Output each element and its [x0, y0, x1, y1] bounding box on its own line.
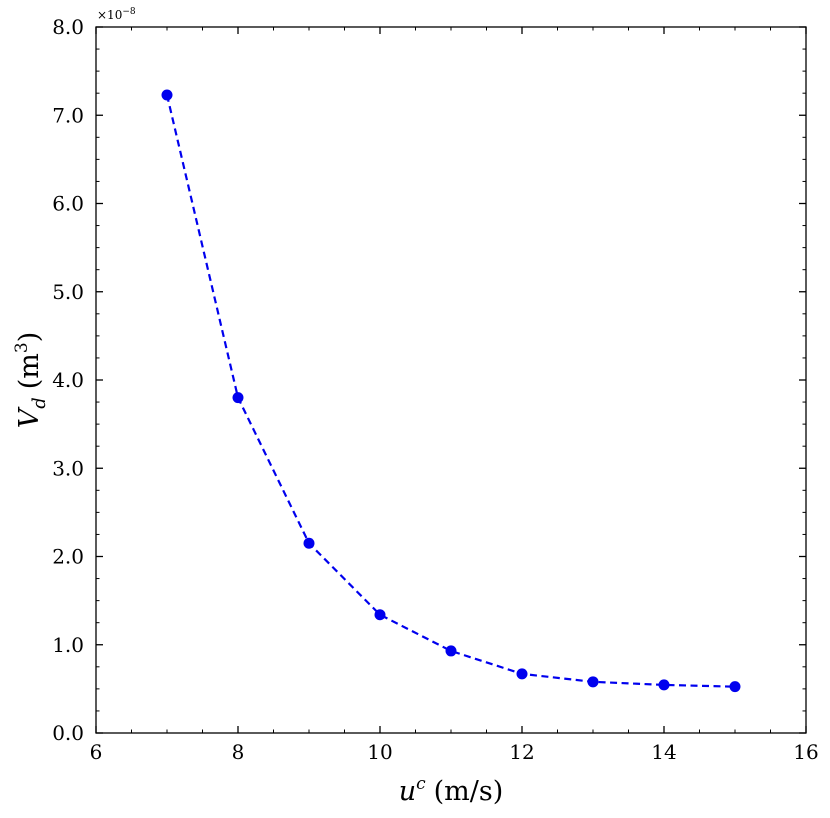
x-axis-superscript: c — [416, 774, 426, 794]
y-axis-unit-open: (m — [14, 353, 45, 389]
x-tick-label: 16 — [793, 740, 818, 764]
data-point — [303, 537, 315, 549]
y-offset-label: ×10−8 — [97, 7, 136, 22]
x-tick-label: 14 — [651, 740, 676, 764]
x-tick-label: 6 — [90, 740, 103, 764]
y-axis-label: Vd (m3) — [12, 332, 50, 429]
data-point — [729, 681, 741, 693]
y-axis-subscript: d — [29, 397, 50, 409]
y-tick-label: 0.0 — [52, 721, 84, 745]
y-offset-exponent: −8 — [122, 7, 136, 17]
x-tick-label: 8 — [232, 740, 245, 764]
series-line — [165, 94, 736, 688]
x-tick-label: 10 — [367, 740, 392, 764]
x-axis-variable: u — [399, 776, 416, 807]
axis-ticks — [95, 26, 807, 734]
data-point — [232, 392, 244, 404]
data-point — [374, 609, 386, 621]
y-tick-label: 7.0 — [52, 103, 84, 127]
plot-frame — [95, 26, 807, 734]
data-point — [445, 645, 457, 657]
tick-labels: 6 8 10 12 14 16 0.0 1.0 2.0 3.0 4.0 5.0 6.0 7.0 8.0 — [52, 15, 819, 764]
y-axis-variable: V — [14, 406, 45, 428]
y-tick-label: 5.0 — [52, 280, 84, 304]
y-offset-base: ×10 — [97, 8, 122, 22]
y-tick-label: 1.0 — [52, 633, 84, 657]
data-point — [587, 676, 599, 688]
y-tick-label: 8.0 — [52, 15, 84, 39]
y-tick-label: 4.0 — [52, 368, 84, 392]
y-tick-label: 6.0 — [52, 192, 84, 216]
y-tick-label: 2.0 — [52, 545, 84, 569]
x-tick-label: 12 — [509, 740, 534, 764]
data-point — [516, 668, 528, 680]
y-axis-unit-close: ) — [14, 332, 45, 343]
series-layer — [161, 89, 741, 693]
data-point — [161, 89, 173, 101]
y-tick-label: 3.0 — [52, 456, 84, 480]
data-point — [658, 679, 670, 691]
y-axis-unit-superscript: 3 — [12, 342, 32, 353]
x-axis-unit: (m/s) — [434, 776, 504, 807]
x-axis-label: uc (m/s) — [399, 774, 504, 807]
